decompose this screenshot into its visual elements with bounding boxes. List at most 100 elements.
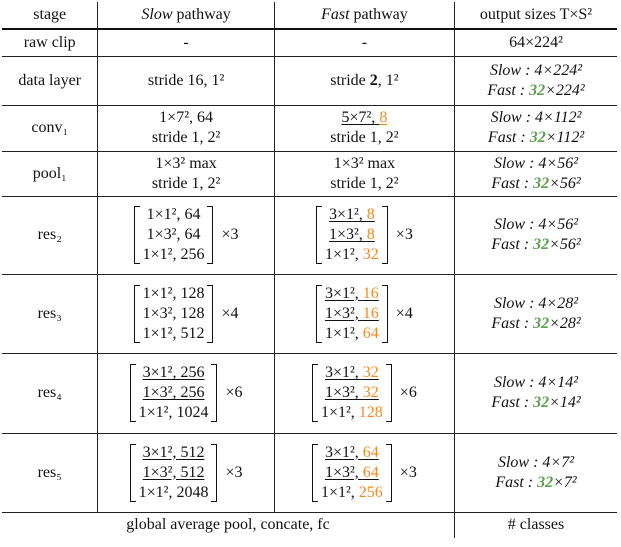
bracket-matrix: 1×1², 128 1×3², 128 1×1², 512 [133,284,214,344]
fast-res2-block: 3×1², 8 1×3², 8 1×1², 32 ×3 [315,205,413,265]
header-slow-pathway: Slow pathway [97,2,275,30]
row-data-layer: data layer stride 16, 1² stride 2, 1² Sl… [2,56,617,106]
fast-data-layer: stride 2, 1² [274,56,456,106]
stage-data-layer: data layer [2,56,99,106]
output-raw-clip: 64×224² [454,29,617,57]
slowfast-architecture-table: stage Slow pathway Fast pathway output s… [2,2,617,538]
output-fast-size: Fast : 32×28² [455,314,617,334]
slow-res5: 3×1², 512 1×3², 512 1×1², 2048 ×3 [97,433,275,513]
fast-data-stride: 2 [369,71,378,89]
output-fast-spatial: ×56² [549,174,581,192]
row-res5: res₅ 3×1², 512 1×3², 512 1×1², 2048 ×3 3… [2,433,617,513]
fast-res3: 3×1², 16 1×3², 16 1×1², 64 ×4 [274,274,456,354]
fast-res4: 3×1², 32 1×3², 32 1×1², 128 ×6 [274,353,456,434]
output-fast-label: Fast : [495,473,538,491]
header-output-sizes: output sizes T×S² [454,2,617,30]
output-fast-size: Fast : 32×56² [455,235,617,255]
block-channels: 32 [362,384,379,401]
header-slow-word: Slow [141,6,173,23]
bracket-matrix: 3×1², 8 1×3², 8 1×1², 32 [315,205,388,265]
block-line: 1×1², 2048 [138,483,209,501]
slow-res2-block: 1×1², 64 1×3², 64 1×1², 256 ×3 [133,205,239,265]
fast-data-pre: stride [330,71,370,89]
block-kernel: 1×1², [320,404,359,421]
fast-res2: 3×1², 8 1×3², 8 1×1², 32 ×3 [274,196,456,275]
row-res4: res₄ 3×1², 256 1×3², 256 1×1², 1024 ×6 3… [2,353,617,434]
slow-res2: 1×1², 64 1×3², 64 1×1², 256 ×3 [97,196,275,275]
footer-head-description: global average pool, concate, fc [2,512,456,538]
output-fast-spatial: ×224² [545,81,585,99]
output-slow-size: Slow : 4×112² [490,109,582,126]
bracket-matrix: 3×1², 32 1×3², 32 1×1², 128 [311,363,392,423]
output-fast-spatial: ×28² [549,314,581,332]
block-line: 1×3², 64 [321,463,383,483]
output-slow-size: Slow : 4×14² [493,374,579,391]
output-data-layer: Slow : 4×224² Fast : 32×224² [454,56,617,106]
output-res2: Slow : 4×56² Fast : 32×56² [454,196,617,275]
block-line: 1×3², 32 [321,383,383,403]
repeat-count: ×3 [399,463,417,481]
output-fast-label: Fast : [487,81,530,99]
output-fast-size: Fast : 32×56² [455,174,617,194]
row-conv1: conv₁ 1×7², 64 stride 1, 2² 5×7², 8 stri… [2,105,617,152]
bracket-matrix: 3×1², 512 1×3², 512 1×1², 2048 [129,443,218,503]
bracket-matrix: 1×1², 64 1×3², 64 1×1², 256 [133,205,214,265]
repeat-count: ×3 [225,463,243,481]
slow-res3: 1×1², 128 1×3², 128 1×1², 512 ×4 [97,274,275,354]
header-row: stage Slow pathway Fast pathway output s… [2,2,617,30]
block-line: 3×1², 16 [325,284,379,304]
block-line: 1×3², 128 [142,304,205,322]
block-kernel: 1×3², [324,463,363,481]
output-fast-frames: 32 [533,236,550,253]
output-fast-frames: 32 [529,81,546,99]
block-line: 1×3², 8 [325,225,379,245]
output-fast-label: Fast : [487,129,530,146]
fast-conv1-channels: 8 [379,109,388,126]
output-fast-label: Fast : [491,174,534,192]
row-pool1: pool₁ 1×3² max stride 1, 2² 1×3² max str… [2,151,617,197]
slow-res4: 3×1², 256 1×3², 256 1×1², 1024 ×6 [97,353,275,434]
block-line: 1×3², 64 [146,226,201,243]
output-slow-size: Slow : 4×56² [493,216,579,233]
output-res4: Slow : 4×14² Fast : 32×14² [454,353,617,434]
output-fast-frames: 32 [537,473,554,491]
slow-pool1: 1×3² max stride 1, 2² [97,151,275,197]
block-kernel: 1×3², [324,384,363,401]
block-line: 1×3², 512 [142,463,205,481]
block-kernel: 3×1², [328,206,367,223]
stage-pool1: pool₁ [2,151,99,197]
block-line: 3×1², 32 [321,363,383,383]
fast-conv1-kernel: 5×7², 8 [275,108,454,128]
output-fast-spatial: ×14² [549,394,581,411]
output-fast-size: Fast : 32×7² [455,473,617,493]
output-pool1: Slow : 4×56² Fast : 32×56² [454,151,617,197]
block-kernel: 3×1², [324,284,363,302]
block-line: 1×1², 1024 [138,404,209,421]
slow-pool1-stride: stride 1, 2² [151,174,221,192]
fast-res3-block: 3×1², 16 1×3², 16 1×1², 64 ×4 [315,284,413,344]
fast-res4-block: 3×1², 32 1×3², 32 1×1², 128 ×6 [311,363,417,423]
row-res2: res₂ 1×1², 64 1×3², 64 1×1², 256 ×3 3×1²… [2,196,617,275]
repeat-count: ×3 [395,226,413,243]
repeat-count: ×4 [395,304,413,322]
output-fast-label: Fast : [491,314,534,332]
output-slow-size: Slow : 4×56² [493,154,579,172]
block-line: 3×1², 512 [142,443,205,461]
stage-raw-clip: raw clip [2,29,99,57]
block-line: 1×1², 32 [325,245,379,265]
block-line: 3×1², 8 [325,205,379,225]
block-channels: 32 [362,364,379,381]
block-channels: 16 [362,284,379,302]
stage-res4: res₄ [2,353,99,434]
output-conv1: Slow : 4×112² Fast : 32×112² [454,105,617,152]
block-channels: 64 [362,443,379,461]
fast-res5-block: 3×1², 64 1×3², 64 1×1², 256 ×3 [311,443,417,503]
block-line: 3×1², 256 [142,364,205,381]
block-kernel: 1×3², [324,304,363,322]
header-stage: stage [2,2,99,30]
slow-res3-block: 1×1², 128 1×3², 128 1×1², 512 ×4 [133,284,239,344]
stage-res5: res₅ [2,433,99,513]
output-fast-spatial: ×112² [545,129,585,146]
output-slow-size: Slow : 4×7² [497,453,575,471]
repeat-count: ×3 [221,226,239,243]
